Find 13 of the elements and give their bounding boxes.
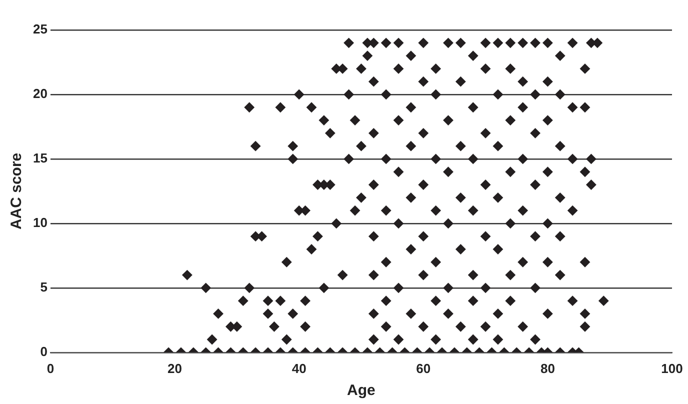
y-tick-label: 20: [32, 86, 48, 102]
y-tick-label: 0: [40, 344, 48, 359]
x-axis-title: Age: [347, 382, 376, 400]
y-axis-title: AAC score: [8, 152, 26, 230]
x-tick-label: 100: [661, 360, 683, 376]
y-tick-label: 5: [40, 280, 48, 294]
y-tick-label: 25: [32, 22, 48, 37]
x-tick-label: 20: [168, 360, 182, 376]
x-tick-label: 40: [292, 360, 306, 376]
y-tick-label: 10: [32, 215, 48, 230]
x-tick-label: 60: [416, 360, 431, 376]
x-tick-label: 80: [540, 360, 555, 376]
y-tick-label: 15: [32, 150, 48, 166]
